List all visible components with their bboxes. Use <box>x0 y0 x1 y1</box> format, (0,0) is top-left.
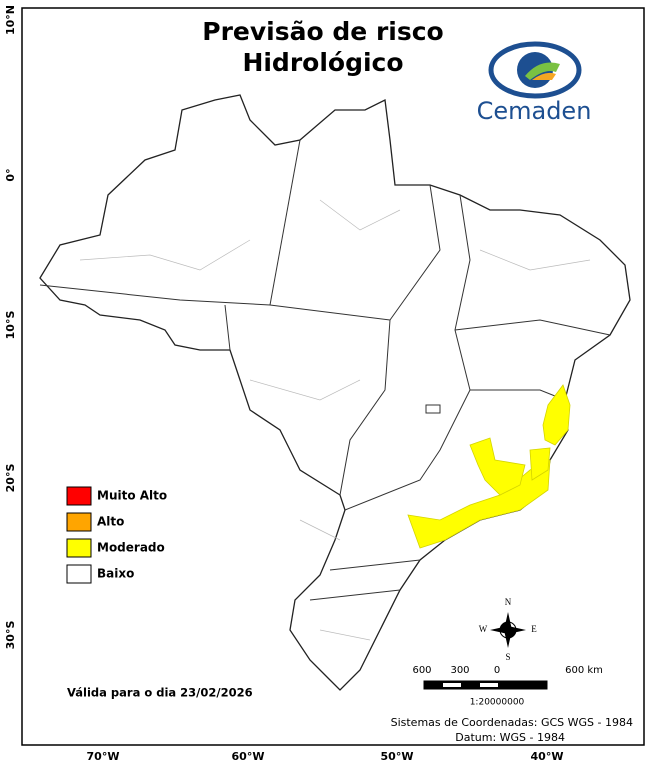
title-line: Previsão de risco <box>202 17 443 46</box>
longitude-label: 70°W <box>87 750 120 763</box>
latitude-label: 0° <box>4 168 17 181</box>
legend-swatch <box>66 564 92 584</box>
scale-label: 300 <box>450 665 469 676</box>
compass-letter: S <box>505 652 510 662</box>
title-line: Hidrológico <box>242 48 403 77</box>
logo: Cemaden <box>477 41 592 125</box>
scale-ratio: 1:20000000 <box>470 698 525 708</box>
legend-swatch <box>66 486 92 506</box>
latitude-label: 10°S <box>4 311 17 340</box>
compass <box>490 612 526 648</box>
longitude-label: 50°W <box>381 750 414 763</box>
legend-label: Baixo <box>97 567 134 581</box>
municipal-borders <box>79 199 591 641</box>
legend-swatch <box>66 512 92 532</box>
latitude-label: 20°S <box>4 464 17 493</box>
validity-date: Válida para o dia 23/02/2026 <box>67 686 253 700</box>
compass-letter: E <box>531 624 537 634</box>
compass-letter: N <box>505 597 512 607</box>
footer-note: Datum: WGS - 1984 <box>455 731 565 744</box>
compass-letter: W <box>479 624 488 634</box>
latitude-label: 10°N <box>4 5 17 35</box>
scale-label: 600 km <box>565 665 603 676</box>
latitude-label: 30°S <box>4 621 17 650</box>
legend-label: Muito Alto <box>97 489 167 503</box>
legend-label: Alto <box>97 515 124 529</box>
scale-bar <box>423 680 548 690</box>
scale-label: 0 <box>494 665 500 676</box>
longitude-label: 40°W <box>531 750 564 763</box>
moderate-risk-area <box>407 384 571 549</box>
legend-swatch <box>66 538 92 558</box>
scale-label: 600 <box>412 665 431 676</box>
longitude-label: 60°W <box>232 750 265 763</box>
state-borders <box>39 139 611 601</box>
logo-name: Cemaden <box>477 97 592 125</box>
footer-note: Sistemas de Coordenadas: GCS WGS - 1984 <box>391 716 633 729</box>
legend-label: Moderado <box>97 541 165 555</box>
